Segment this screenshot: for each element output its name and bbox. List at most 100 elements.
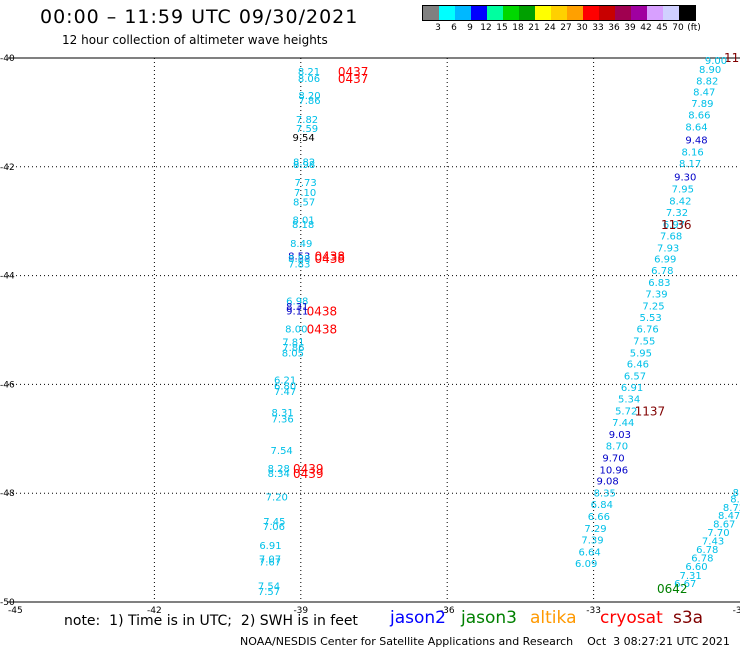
wave-height-value: 8.47	[693, 88, 715, 99]
wave-height-value: 7.54	[258, 582, 280, 593]
wave-height-value: 9.48	[685, 136, 707, 147]
color-swatch	[487, 6, 503, 20]
satellite-cryosat-label: cryosat	[600, 608, 663, 628]
wave-height-value: 7.86	[282, 343, 304, 354]
wave-height-value: 7.43	[702, 537, 724, 548]
wave-height-value: 6.64	[578, 547, 600, 558]
wave-height-value: 7.44	[612, 418, 634, 429]
time-stamp-label: 0439	[293, 467, 324, 481]
wave-height-value: 7.36	[272, 415, 294, 426]
wave-height-value: 7.45	[263, 517, 285, 528]
satellite-jason2-label: jason2	[390, 608, 446, 628]
longitude-tick-label: -30	[733, 606, 740, 616]
wave-height-value: 7.93	[657, 243, 679, 254]
color-swatch	[471, 6, 487, 20]
color-legend-label: 15	[496, 23, 508, 33]
wave-height-value: 8.34	[268, 469, 290, 480]
wave-height-value: 7.89	[691, 99, 713, 110]
color-legend-label: 24	[544, 23, 556, 33]
color-swatch	[663, 6, 679, 20]
wave-height-value: 8.31	[272, 408, 294, 419]
color-legend-label: 45	[656, 23, 668, 33]
wave-height-value: 7.95	[672, 185, 694, 196]
color-swatch	[631, 6, 647, 20]
color-legend-label: 21	[528, 23, 540, 33]
wave-height-value: 7.73	[294, 178, 316, 189]
wave-height-value: 8.06	[298, 74, 320, 85]
wave-height-value: 6.78	[691, 553, 713, 564]
color-legend-label: 36	[608, 23, 620, 33]
wave-height-value: 7.55	[633, 336, 655, 347]
color-legend-labels: 3 6 9 12 15 18 21 24 27 30 33 36 39 42 45 70 (ft)	[422, 23, 701, 35]
color-legend: 3 6 9 12 15 18 21 24 27 30 33 36 39 42 45 70 (ft)	[422, 5, 701, 35]
satellite-altika-label: altika	[530, 608, 577, 628]
wave-height-value: 7.82	[296, 115, 318, 126]
wave-height-value: 6.97	[663, 220, 685, 231]
longitude-tick-label: -45	[8, 606, 23, 616]
wave-height-value: 7.81	[282, 337, 304, 348]
wave-height-value: 5.34	[618, 395, 640, 406]
wave-height-value: 7.06	[263, 522, 285, 533]
wave-height-value: 8.18	[292, 220, 314, 231]
time-stamp-label: 0642	[657, 582, 688, 596]
latitude-tick-label: -50	[0, 598, 15, 608]
time-stamp-label: 0438	[307, 304, 338, 318]
color-legend-label: 3	[435, 23, 441, 33]
color-legend-label: 33	[592, 23, 604, 33]
color-swatch	[615, 6, 631, 20]
wave-height-value: 7.39	[645, 290, 667, 301]
wave-height-value: 6.83	[648, 278, 670, 289]
wave-height-value: 8.49	[290, 239, 312, 250]
wave-height-value: 9.70	[602, 453, 624, 464]
wave-height-value: 6.91	[621, 383, 643, 394]
wave-height-value: 8.57	[293, 198, 315, 209]
wave-height-value: 6.67	[674, 579, 696, 590]
wave-height-value: 7.29	[584, 524, 606, 535]
color-swatch	[551, 6, 567, 20]
wave-height-value: 7.20	[266, 492, 288, 503]
color-swatch	[679, 6, 695, 20]
wave-height-value: 5.53	[639, 313, 661, 324]
wave-height-value: 8.98	[293, 160, 315, 171]
color-legend-label: 27	[560, 23, 572, 33]
wave-height-value: 9.00	[705, 56, 727, 67]
wave-height-value: 5.72	[615, 407, 637, 418]
longitude-tick-label: -39	[293, 606, 308, 616]
wave-height-value: 6.09	[575, 559, 597, 570]
wave-height-value: 8.20	[298, 91, 320, 102]
latitude-tick-label: -40	[0, 54, 15, 64]
wave-height-value: 9.11	[286, 306, 308, 317]
wave-height-value: 6.66	[588, 512, 610, 523]
time-stamp-label: 0439	[293, 462, 324, 476]
time-stamp-label: 1137	[635, 405, 666, 419]
wave-height-value: 7.68	[660, 231, 682, 242]
latitude-tick-label: -42	[0, 163, 15, 173]
note-text: note: 1) Time is in UTC; 2) SWH is in fe…	[64, 613, 358, 629]
wave-height-value: 8.28	[268, 464, 290, 475]
latitude-tick-label: -44	[0, 272, 15, 282]
wave-height-value: 8.70	[606, 441, 628, 452]
wave-height-value: 8.66	[688, 111, 710, 122]
wave-height-value: 6.99	[654, 255, 676, 266]
wave-height-value: 7.70	[707, 528, 729, 539]
time-stamp-label: 0438	[314, 249, 345, 263]
color-legend-label: 18	[512, 23, 524, 33]
satellite-s3a-label: s3a	[673, 608, 704, 628]
color-legend-label: 39	[624, 23, 636, 33]
color-legend-label: 6	[451, 23, 457, 33]
longitude-tick-label: -42	[147, 606, 162, 616]
wave-height-value: 6.78	[651, 266, 673, 277]
color-swatch	[423, 6, 439, 20]
wave-height-value: 9.08	[597, 477, 619, 488]
wave-height-value: 7.83	[288, 260, 310, 271]
wave-height-value: 8.42	[669, 197, 691, 208]
time-stamp-label: 1136	[661, 218, 692, 232]
wave-height-value: 8.90	[699, 65, 721, 76]
wave-height-value: 7.32	[666, 208, 688, 219]
wave-height-value: 7.39	[581, 535, 603, 546]
wave-height-value: 8.01	[293, 216, 315, 227]
longitude-tick-label: -33	[586, 606, 601, 616]
color-swatch	[503, 6, 519, 20]
color-legend-label: 9	[467, 23, 473, 33]
